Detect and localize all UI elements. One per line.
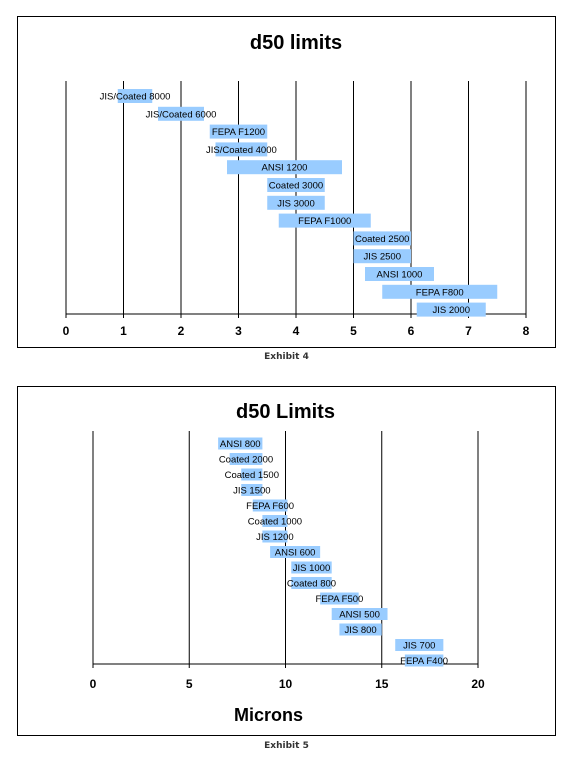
range-bar-label: FEPA F1200 (212, 127, 265, 138)
x-axis-title: Microns (234, 705, 303, 725)
range-bar-label: ANSI 1200 (262, 163, 308, 174)
range-bar-label: ANSI 600 (275, 548, 316, 559)
range-bar (278, 213, 371, 228)
chart-panel-d50-limits-microns: d50 Limits 0 5 10 15 20 ANSI 800 Coated 2000 Coa… (17, 386, 556, 736)
range-bar (227, 160, 342, 175)
range-bar (291, 561, 332, 574)
range-bar (365, 267, 434, 281)
range-bar-label: Coated 3000 (269, 181, 323, 192)
chart-d50-limits-microns: d50 Limits 0 5 10 15 20 ANSI 800 Coated 2000 Coa… (90, 401, 485, 725)
range-bar (209, 124, 268, 139)
range-bar (270, 546, 321, 558)
x-tick-label: 6 (408, 324, 415, 338)
x-tick-label: 0 (63, 324, 70, 338)
range-bar-label: Coated 800 (287, 579, 336, 590)
range-bar-label: Coated 1000 (248, 517, 302, 528)
x-tick-label: 10 (279, 677, 293, 691)
x-tick-label: 3 (235, 324, 242, 338)
range-bar (382, 284, 498, 299)
range-bar-label: JIS 2000 (433, 305, 471, 316)
range-bar-label: JIS/Coated 8000 (100, 92, 171, 103)
range-bar-label: ANSI 500 (339, 610, 380, 621)
range-bar (331, 608, 388, 620)
range-bar (262, 530, 288, 543)
range-bar-label: FEPA F800 (416, 287, 464, 298)
x-tick-label: 5 (186, 677, 193, 691)
range-bar (241, 468, 263, 481)
range-bar (158, 106, 204, 121)
x-tick-label: 15 (375, 677, 389, 691)
range-bar (117, 89, 153, 103)
range-bar (252, 499, 288, 512)
range-bar (267, 178, 325, 192)
range-bar (262, 515, 288, 527)
range-bar-label: Coated 1500 (225, 470, 279, 481)
range-bar (218, 437, 263, 450)
range-bar (229, 453, 263, 465)
range-bar-label: JIS 3000 (277, 198, 315, 209)
range-bar (353, 249, 411, 264)
range-bar-label: JIS 700 (403, 641, 435, 652)
chart-title: d50 limits (250, 32, 342, 54)
range-bar-label: Coated 2000 (219, 455, 273, 466)
x-tick-label: 5 (350, 324, 357, 338)
range-bar (416, 302, 486, 317)
chart-panel-d50-limits: d50 limits 0 1 2 3 4 5 6 7 8 JIS/Coated 8000 JIS/Co… (17, 16, 556, 348)
range-bar-label: JIS/Coated 6000 (146, 109, 217, 120)
range-bar-label: JIS/Coated 4000 (206, 145, 277, 156)
range-bar (291, 577, 332, 589)
range-bar (353, 231, 411, 246)
range-bar-label: FEPA F1000 (298, 216, 351, 227)
range-bar-label: JIS 1500 (233, 486, 271, 497)
range-bar (395, 639, 444, 651)
range-bar (267, 195, 325, 210)
x-tick-label: 0 (90, 677, 97, 691)
range-bar-label: JIS 800 (344, 625, 376, 636)
chart-d50-limits: d50 limits 0 1 2 3 4 5 6 7 8 JIS/Coated 8000 JIS/Co… (63, 32, 530, 338)
range-bar (320, 592, 359, 605)
x-tick-label: 20 (471, 677, 485, 691)
chart-title: d50 Limits (236, 401, 335, 423)
x-tick-label: 7 (465, 324, 472, 338)
range-bar (241, 484, 263, 496)
x-tick-label: 8 (523, 324, 530, 338)
range-bar-label: ANSI 800 (220, 439, 261, 450)
range-bar (215, 142, 268, 157)
range-bar-label: FEPA F500 (315, 594, 363, 605)
range-bar-label: FEPA F600 (246, 501, 294, 512)
range-bar-label: JIS 1200 (256, 532, 294, 543)
x-tick-label: 1 (120, 324, 127, 338)
range-bar-label: Coated 2500 (355, 234, 409, 245)
range-bar-label: JIS 1000 (293, 563, 331, 574)
range-bar (404, 654, 444, 667)
x-tick-label: 2 (178, 324, 185, 338)
exhibit-caption-5: Exhibit 5 (264, 741, 309, 751)
range-bar (339, 623, 382, 636)
x-tick-label: 4 (293, 324, 300, 338)
range-bar-label: FEPA F400 (400, 656, 448, 667)
range-bar-label: ANSI 1000 (377, 270, 423, 281)
exhibit-caption-4: Exhibit 4 (264, 352, 309, 362)
range-bar-label: JIS 2500 (364, 252, 402, 263)
